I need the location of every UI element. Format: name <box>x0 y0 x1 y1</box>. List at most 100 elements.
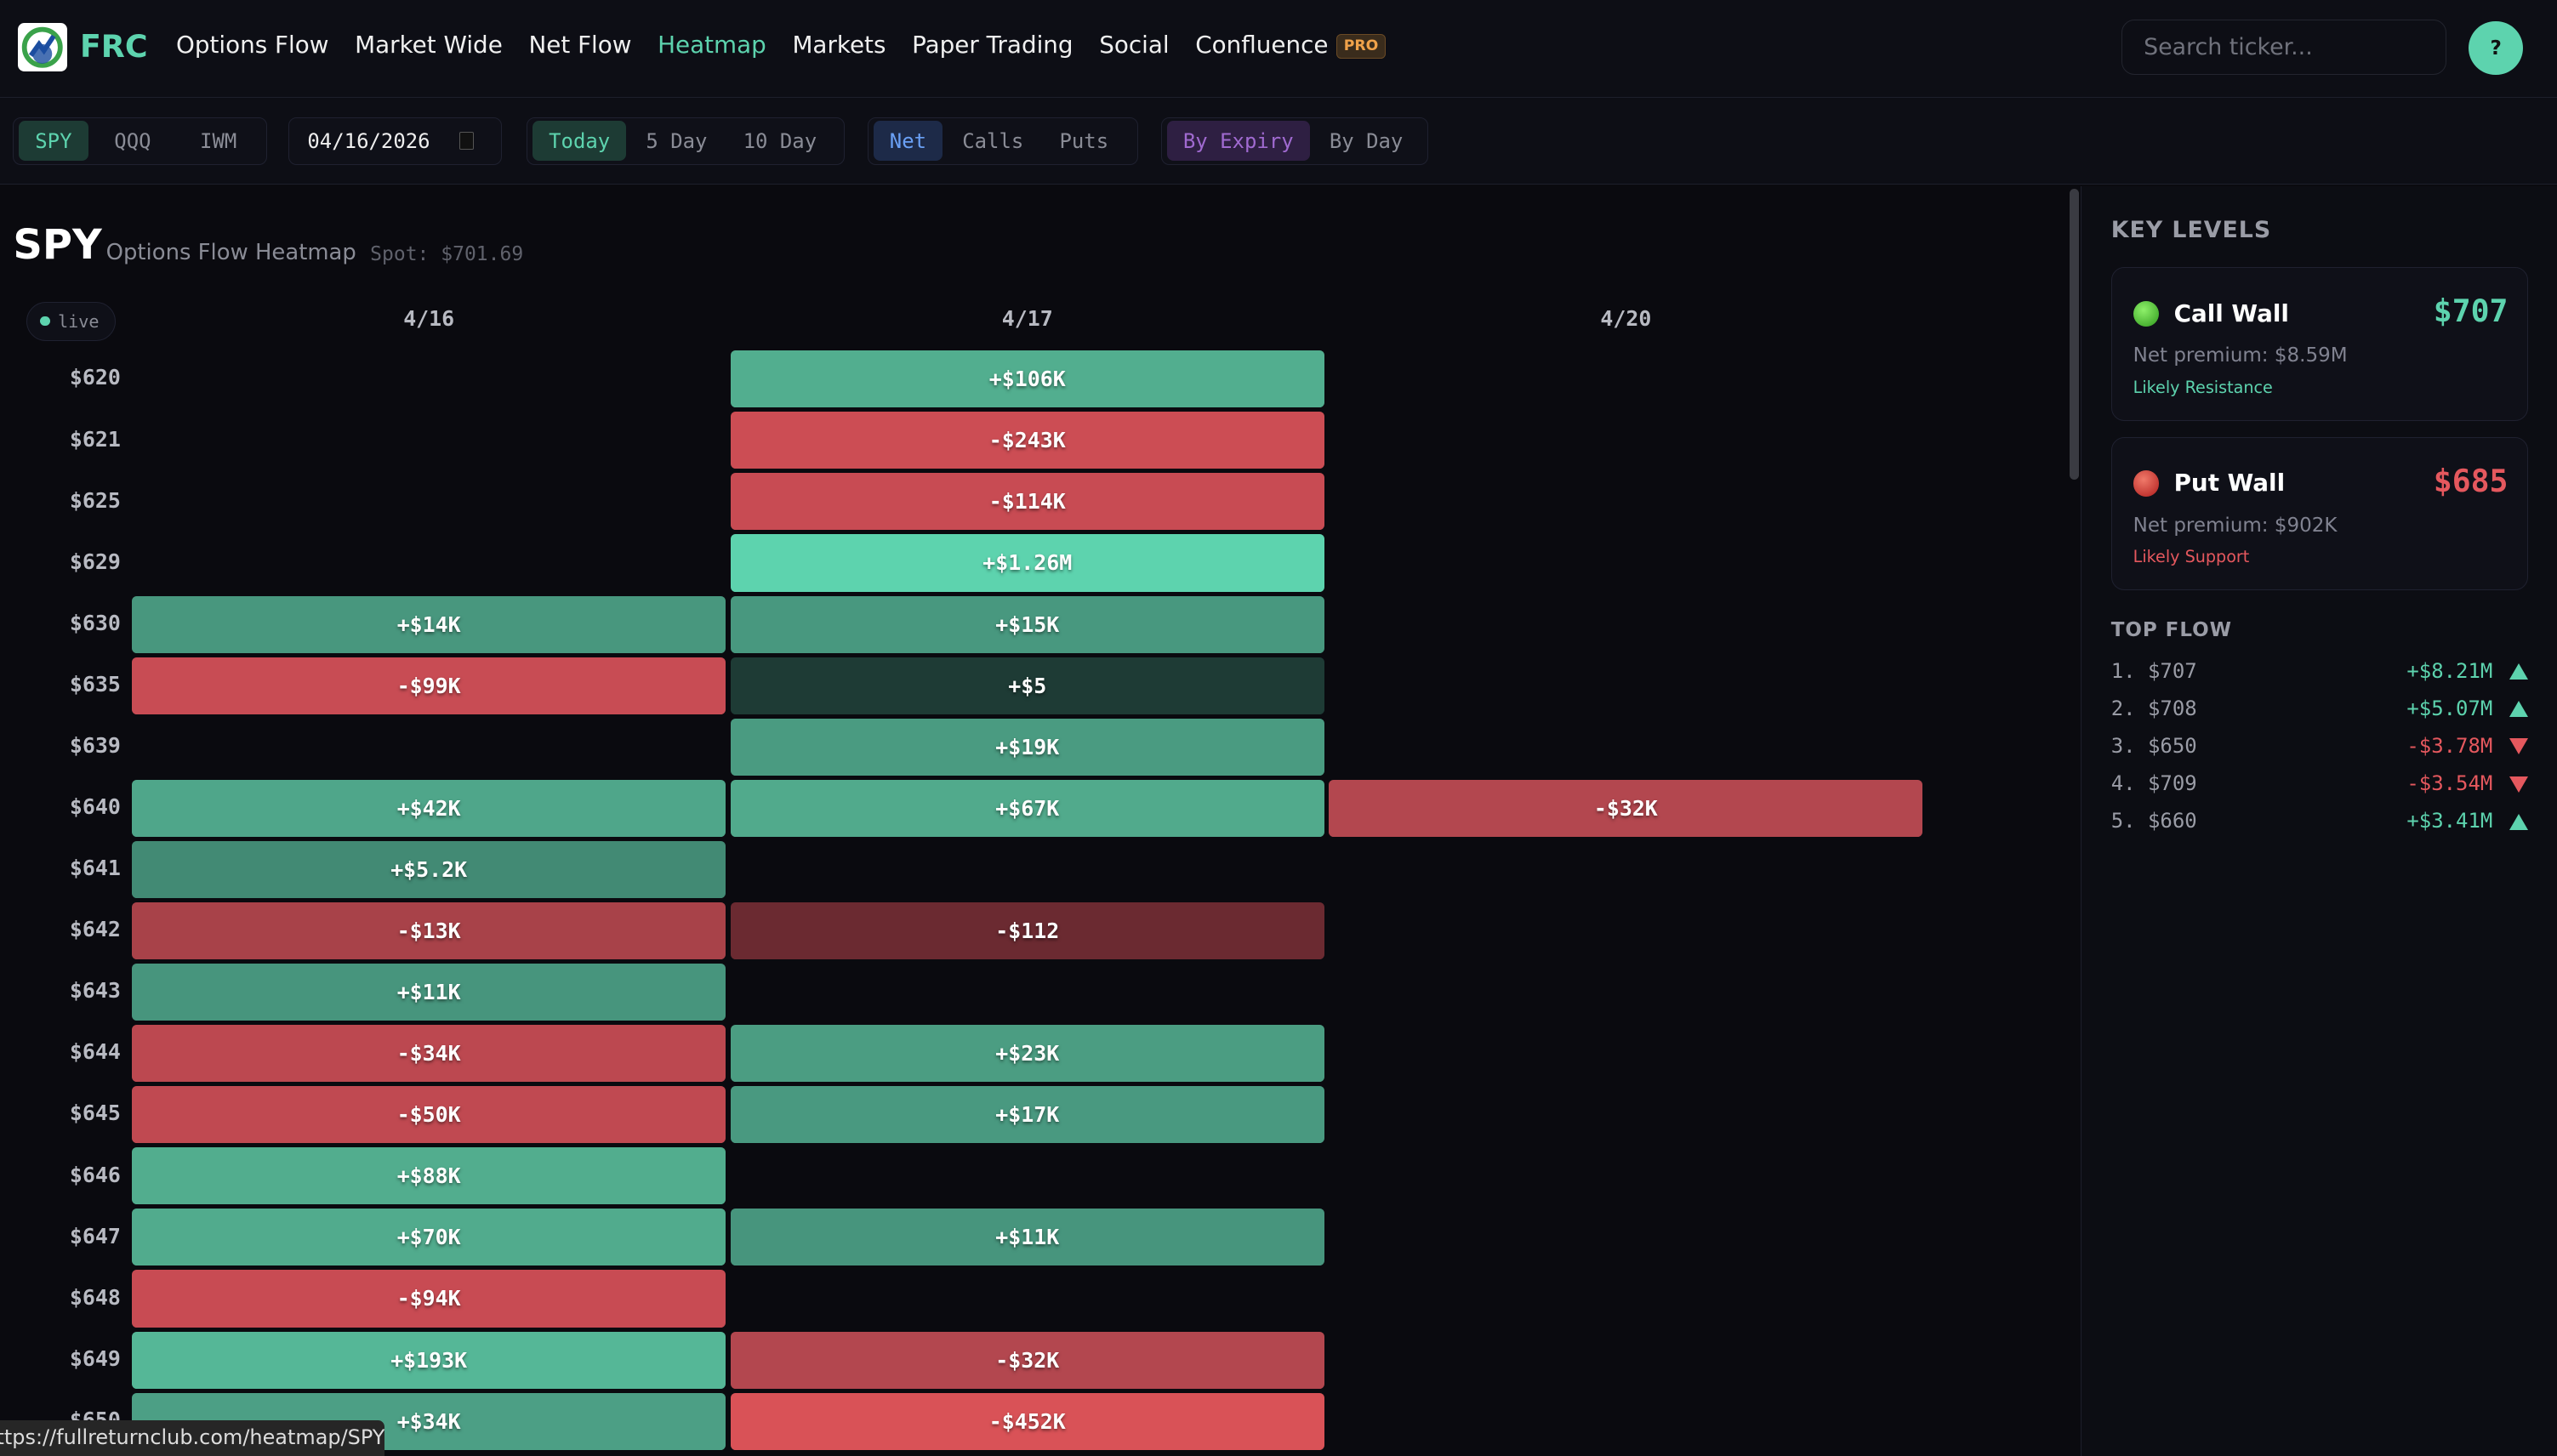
strike-label: $643 <box>69 978 121 1004</box>
ticker-qqq[interactable]: QQQ <box>114 128 151 153</box>
nav-net-flow[interactable]: Net Flow <box>528 31 632 60</box>
ticker-spy[interactable]: SPY <box>19 121 88 162</box>
heatmap-cell[interactable]: -$32K <box>730 1331 1324 1389</box>
heatmap-cell[interactable]: -$50K <box>132 1086 726 1144</box>
red-circle-icon <box>2133 470 2160 497</box>
help-button[interactable]: ? <box>2469 20 2523 76</box>
heatmap-cell[interactable]: +$17K <box>730 1086 1324 1144</box>
heatmap-cell[interactable]: -$32K <box>1329 779 1923 837</box>
heatmap-cell[interactable]: +$5.2K <box>132 840 726 898</box>
top-flow-value: -$3.54M <box>2406 771 2493 795</box>
triangle-up-icon <box>2509 701 2529 718</box>
heatmap-row: $620 +$106K <box>0 350 2068 408</box>
strike-label: $625 <box>69 487 121 513</box>
heatmap-row: $648 -$94K <box>0 1270 2068 1328</box>
top-flow-value: +$8.21M <box>2406 658 2493 683</box>
heatmap-cell[interactable]: -$112 <box>730 901 1324 959</box>
ticker-selector: SPY QQQ IWM <box>13 117 268 165</box>
calendar-icon[interactable] <box>459 132 475 151</box>
frc-logo[interactable] <box>18 22 67 72</box>
put-wall-card: Put Wall $685 Net premium: $902K Likely … <box>2110 436 2529 590</box>
heatmap-cell[interactable]: +$193K <box>132 1331 726 1389</box>
top-flow-rank: 5. <box>2110 808 2136 833</box>
range-today[interactable]: Today <box>532 121 627 162</box>
heatmap-cell[interactable]: +$19K <box>730 718 1324 776</box>
strike-label: $645 <box>69 1101 121 1126</box>
heatmap-cell[interactable]: +$23K <box>730 1025 1324 1083</box>
heatmap-cell[interactable]: -$452K <box>730 1392 1324 1450</box>
top-flow-value: +$5.07M <box>2406 696 2493 720</box>
range-10-day[interactable]: 10 Day <box>743 128 817 153</box>
search-ticker-input[interactable] <box>2121 20 2446 76</box>
heatmap-cell[interactable]: -$114K <box>730 473 1324 531</box>
date-value: 04/16/2026 <box>307 128 430 153</box>
nav-markets[interactable]: Markets <box>792 31 886 60</box>
heatmap-cell[interactable]: +$11K <box>730 1209 1324 1266</box>
heatmap-cell[interactable]: +$11K <box>132 964 726 1021</box>
live-label: live <box>58 310 100 332</box>
toolbar: SPY QQQ IWM 04/16/2026 Today 5 Day 10 Da… <box>0 98 2557 185</box>
nav-market-wide[interactable]: Market Wide <box>355 31 503 60</box>
heatmap-row: $647 +$70K +$11K <box>0 1209 2068 1266</box>
top-flow-item[interactable]: 1. $707 +$8.21M <box>2111 659 2529 691</box>
date-picker[interactable]: 04/16/2026 <box>288 117 503 165</box>
heatmap-row: $646 +$88K <box>0 1147 2068 1205</box>
type-puts[interactable]: Puts <box>1059 128 1109 153</box>
strike-label: $640 <box>69 794 121 819</box>
nav-social[interactable]: Social <box>1099 31 1170 60</box>
heatmap-cell[interactable]: +$70K <box>132 1209 726 1266</box>
heatmap-row: $642 -$13K -$112 <box>0 901 2068 959</box>
strike-label: $644 <box>69 1039 121 1065</box>
triangle-up-icon <box>2509 663 2529 680</box>
top-flow-value: +$3.41M <box>2406 808 2493 833</box>
live-badge: live <box>26 301 117 341</box>
top-flow-value: -$3.78M <box>2406 733 2493 758</box>
heatmap-cell[interactable]: +$1.26M <box>730 534 1324 592</box>
range-selector: Today 5 Day 10 Day <box>527 117 846 165</box>
nav-heatmap[interactable]: Heatmap <box>658 31 766 60</box>
nav-paper-trading[interactable]: Paper Trading <box>912 31 1073 60</box>
view-by-expiry[interactable]: By Expiry <box>1166 121 1310 162</box>
nav-options-flow[interactable]: Options Flow <box>176 31 329 60</box>
strike-label: $620 <box>69 365 121 390</box>
strike-label: $642 <box>69 917 121 942</box>
type-calls[interactable]: Calls <box>962 128 1024 153</box>
heatmap-row: $641 +$5.2K <box>0 840 2068 898</box>
heatmap-cell[interactable]: +$67K <box>730 779 1324 837</box>
call-wall-hint: Likely Resistance <box>2133 377 2273 397</box>
triangle-down-icon <box>2509 776 2529 793</box>
top-flow-strike: $709 <box>2147 771 2197 795</box>
ticker-iwm[interactable]: IWM <box>200 128 237 153</box>
heatmap-cell[interactable]: -$34K <box>132 1025 726 1083</box>
heatmap-cell[interactable]: -$99K <box>132 657 726 714</box>
heatmap-cell[interactable]: -$243K <box>730 412 1324 469</box>
heatmap-cell[interactable]: +$5 <box>730 657 1324 714</box>
heatmap-cell[interactable]: +$88K <box>132 1147 726 1205</box>
top-flow-title: TOP FLOW <box>2110 619 2232 642</box>
top-flow-rank: 2. <box>2110 696 2136 720</box>
view-by-day[interactable]: By Day <box>1329 128 1404 153</box>
brand-name[interactable]: FRC <box>79 27 148 65</box>
nav-confluence-label: Confluence <box>1195 31 1329 60</box>
type-net[interactable]: Net <box>873 121 943 162</box>
scrollbar[interactable] <box>2069 189 2080 480</box>
top-flow-item[interactable]: 2. $708 +$5.07M <box>2111 697 2529 729</box>
heatmap-row: $635 -$99K +$5 <box>0 657 2068 714</box>
heatmap-row: $645 -$50K +$17K <box>0 1086 2068 1144</box>
heatmap-cell[interactable]: +$106K <box>730 350 1324 408</box>
heatmap-row: $639 +$19K <box>0 718 2068 776</box>
heatmap-cell[interactable]: -$13K <box>132 901 726 959</box>
strike-label: $649 <box>69 1345 121 1371</box>
top-flow-item[interactable]: 3. $650 -$3.78M <box>2111 734 2529 766</box>
range-5-day[interactable]: 5 Day <box>646 128 708 153</box>
heatmap-cell[interactable]: +$42K <box>132 779 726 837</box>
heatmap-cell[interactable]: +$14K <box>132 595 726 653</box>
heatmap-cell[interactable]: +$15K <box>730 595 1324 653</box>
top-flow-item[interactable]: 4. $709 -$3.54M <box>2111 771 2529 804</box>
top-nav: FRC Options Flow Market Wide Net Flow He… <box>0 0 2557 99</box>
triangle-up-icon <box>2509 813 2529 830</box>
heatmap-cell[interactable]: -$94K <box>132 1270 726 1328</box>
top-flow-item[interactable]: 5. $660 +$3.41M <box>2111 809 2529 841</box>
put-wall-hint: Likely Support <box>2133 547 2250 567</box>
nav-confluence[interactable]: Confluence PRO <box>1195 31 1386 59</box>
